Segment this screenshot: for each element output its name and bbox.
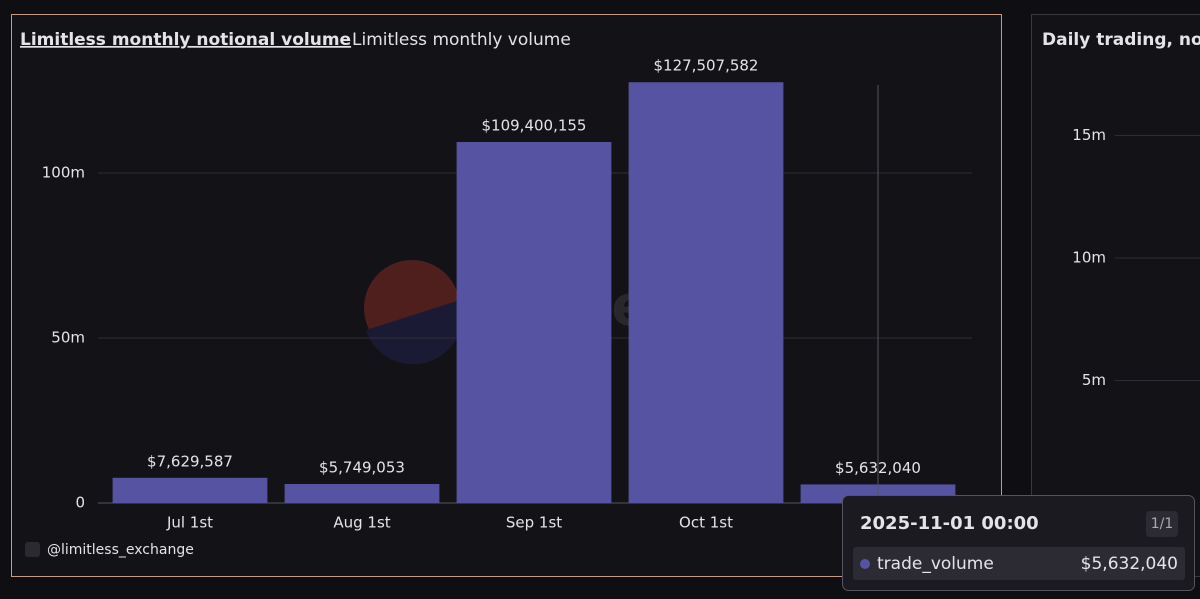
panel — [1031, 14, 1200, 577]
x-tick-label: Oct 1st — [679, 514, 733, 532]
y-tick-label: 0 — [75, 494, 85, 512]
watermark-logo — [364, 260, 463, 365]
tooltip-row — [853, 547, 1185, 580]
data-label: $5,749,053 — [319, 459, 405, 477]
bar — [112, 477, 268, 503]
y-tick-label: 5m — [1082, 371, 1106, 389]
avatar — [25, 542, 40, 557]
tooltip-page: 1/1 — [1151, 516, 1174, 532]
tooltip-page-box — [1146, 511, 1178, 537]
tab-active[interactable]: Limitless monthly notional volume — [20, 30, 351, 50]
bar — [456, 141, 612, 503]
bar — [628, 82, 784, 503]
logo-part — [366, 300, 463, 365]
tab[interactable]: Limitless monthly volume — [352, 30, 571, 50]
plot: 0 50m 100m Jul 1st Aug 1st Sep 1st Oct 1st $7,6… — [42, 57, 1200, 532]
tooltip-swatch — [860, 559, 870, 569]
tooltip-value: $5,632,040 — [1081, 554, 1178, 574]
bar — [284, 484, 440, 503]
chart-title: Daily trading, not — [1042, 30, 1200, 50]
y-tick-label: 10m — [1072, 249, 1106, 267]
x-tick-label: Aug 1st — [333, 514, 390, 532]
tooltip-title: 2025-11-01 00:00 — [860, 513, 1039, 534]
logo-circle — [364, 260, 460, 356]
x-tick-label: Jul 1st — [166, 514, 213, 532]
x-tick-label: Sep 1st — [506, 514, 562, 532]
tooltip-series: trade_volume — [877, 554, 994, 574]
y-tick-label: 50m — [51, 329, 85, 347]
tooltip: 2025-11-01 00:00 1/1 trade_volume $5,632… — [842, 495, 1195, 591]
footer: @limitless_exchange — [47, 542, 194, 558]
data-label: $109,400,155 — [482, 116, 587, 134]
y-tick-label: 15m — [1072, 126, 1106, 144]
data-label: $127,507,582 — [654, 57, 759, 75]
y-tick-label: 100m — [42, 164, 85, 182]
data-label: $7,629,587 — [147, 452, 233, 470]
